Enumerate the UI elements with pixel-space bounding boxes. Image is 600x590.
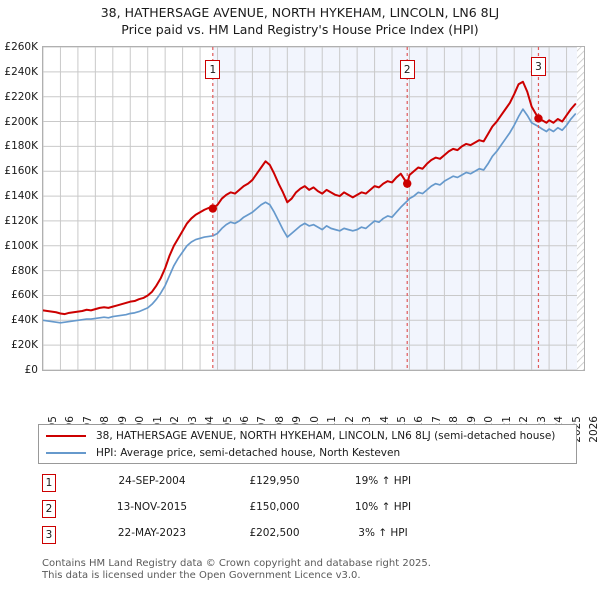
footer-licence-line: This data is licensed under the Open Gov… [42,570,361,581]
footer-attribution: Contains HM Land Registry data © Crown c… [42,558,582,582]
transaction-hpi-delta: 10% ↑ HPI [354,501,412,513]
y-axis-tick-label: £0 [24,364,38,376]
y-axis-tick-label: £20K [11,339,38,352]
table-row: 2 13-NOV-2015 £150,000 10% ↑ HPI [38,498,458,524]
y-axis-tick-label: £200K [4,115,38,128]
y-axis-tick-label: £140K [4,190,38,203]
y-axis-tick-label: £160K [4,165,38,178]
page-title: 38, HATHERSAGE AVENUE, NORTH HYKEHAM, LI… [100,5,500,20]
transaction-index-badge: 2 [42,500,56,518]
chart-plot-area [42,46,585,371]
legend-item-price-paid: 38, HATHERSAGE AVENUE, NORTH HYKEHAM, LI… [46,428,555,444]
transaction-date: 22-MAY-2023 [117,527,187,539]
chart-canvas [43,47,584,370]
chart-marker-2: 2 [399,60,415,79]
chart-marker-1: 1 [205,60,221,79]
legend-item-hpi: HPI: Average price, semi-detached house,… [46,445,400,461]
transaction-price: £202,500 [249,527,300,539]
footer-copyright-line: Contains HM Land Registry data © Crown c… [42,558,431,569]
y-axis-tick-label: £60K [11,289,38,302]
y-axis-tick-label: £40K [11,314,38,327]
x-axis-tick-label: 2026 [588,416,600,443]
x-axis-labels: 1995199619971998199920002001200220032004… [42,374,600,443]
y-axis-tick-label: £220K [4,90,38,103]
legend-label-price-paid: 38, HATHERSAGE AVENUE, NORTH HYKEHAM, LI… [96,430,556,442]
chart-title-block: 38, HATHERSAGE AVENUE, NORTH HYKEHAM, LI… [0,4,600,38]
transaction-price: £129,950 [249,475,300,487]
legend-swatch-hpi [46,452,86,454]
transaction-index-badge: 3 [42,526,56,544]
transaction-date: 24-SEP-2004 [118,475,186,487]
y-axis-tick-label: £180K [4,140,38,153]
y-axis-labels: £0 £20K £40K £60K £80K £100K £120K £140K £160K £1… [0,41,38,376]
y-axis-tick-label: £240K [4,65,38,78]
transaction-index-badge: 1 [42,474,56,492]
chart-marker-3: 3 [530,57,546,76]
page-subtitle: Price paid vs. HM Land Registry's House … [121,22,479,37]
y-axis-tick-label: £80K [11,264,38,277]
transaction-hpi-delta: 19% ↑ HPI [354,475,412,487]
transaction-date: 13-NOV-2015 [116,501,188,513]
legend-label-hpi: HPI: Average price, semi-detached house,… [96,447,401,459]
transactions-table: 1 24-SEP-2004 £129,950 19% ↑ HPI 2 13-NO… [38,472,458,550]
y-axis-tick-label: £260K [4,41,38,53]
transaction-price: £150,000 [249,501,300,513]
y-axis-tick-label: £100K [4,239,38,252]
table-row: 1 24-SEP-2004 £129,950 19% ↑ HPI [38,472,458,498]
table-row: 3 22-MAY-2023 £202,500 3% ↑ HPI [38,524,458,550]
y-axis-tick-label: £120K [4,214,38,227]
transaction-hpi-delta: 3% ↑ HPI [358,527,408,539]
chart-legend: 38, HATHERSAGE AVENUE, NORTH HYKEHAM, LI… [38,424,577,464]
legend-swatch-price-paid [46,435,86,437]
